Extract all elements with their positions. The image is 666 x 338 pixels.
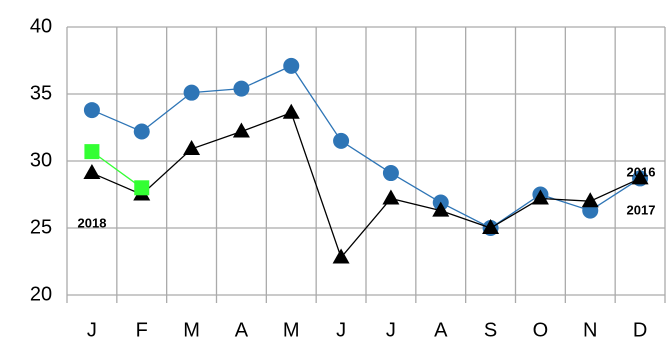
marker <box>83 164 101 180</box>
y-tick-label: 30 <box>30 149 52 171</box>
x-tick-label: N <box>583 319 597 338</box>
x-tick-label: J <box>87 319 97 338</box>
marker <box>382 165 399 182</box>
marker <box>283 57 300 74</box>
marker <box>183 84 200 101</box>
marker <box>83 102 100 119</box>
marker <box>233 80 250 97</box>
marker <box>84 144 100 160</box>
marker <box>133 123 150 140</box>
x-tick-label: D <box>633 319 647 338</box>
marker <box>531 189 549 205</box>
series-line <box>91 151 143 189</box>
series-line <box>91 65 641 229</box>
x-tick-label: J <box>386 319 396 338</box>
marker <box>382 189 400 205</box>
x-tick-label: J <box>336 319 346 338</box>
x-tick-label: M <box>283 319 300 338</box>
marker <box>332 248 350 264</box>
x-tick-label: A <box>235 319 249 338</box>
marker <box>232 122 250 138</box>
marker <box>282 103 300 119</box>
series-label: 2017 <box>627 202 656 217</box>
marker <box>432 201 450 217</box>
y-tick-label: 35 <box>30 82 52 104</box>
marker <box>333 132 350 149</box>
x-tick-label: O <box>533 319 549 338</box>
marker <box>183 139 201 155</box>
marker <box>134 180 150 196</box>
marker <box>581 192 599 208</box>
y-tick-label: 20 <box>30 283 52 305</box>
series-line <box>91 111 641 259</box>
x-tick-label: M <box>183 319 200 338</box>
x-tick-label: S <box>484 319 497 338</box>
y-tick-label: 25 <box>30 216 52 238</box>
marker <box>631 169 649 185</box>
y-tick-label: 40 <box>30 15 52 37</box>
series-label: 2018 <box>78 215 107 230</box>
x-tick-label: F <box>136 319 148 338</box>
marker <box>482 219 500 234</box>
x-tick-label: A <box>434 319 448 338</box>
